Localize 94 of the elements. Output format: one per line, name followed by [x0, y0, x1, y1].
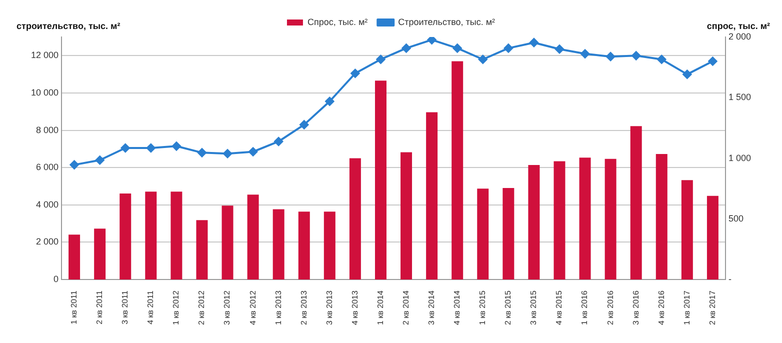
x-tick-label: 3 кв 2016	[631, 290, 640, 326]
x-tick-label: 3 кв 2012	[222, 290, 232, 326]
bar	[94, 228, 106, 280]
bar	[477, 188, 489, 280]
x-tick-label: 1 кв 2013	[274, 290, 283, 326]
x-tick-label: 2 кв 2015	[504, 290, 513, 326]
x-tick-label: 2 кв 2016	[606, 290, 615, 326]
bar	[298, 212, 310, 280]
y-tick-label: 12 000	[30, 50, 59, 60]
bar	[656, 154, 668, 280]
bar	[630, 126, 642, 280]
point	[274, 136, 284, 146]
point	[427, 37, 436, 44]
point	[120, 144, 130, 153]
point	[197, 148, 206, 158]
bar	[170, 192, 182, 280]
y2-tick-label: -	[728, 274, 732, 284]
point	[529, 38, 538, 48]
point	[402, 44, 411, 53]
x-tick-label: 4 кв 2011	[146, 290, 156, 324]
legend-label: Строительство, тыс. м²	[398, 16, 496, 27]
bar	[681, 180, 693, 280]
y-tick-label: 2 000	[36, 236, 59, 247]
x-tick-label: 3 кв 2013	[324, 290, 334, 326]
x-tick-label: 4 кв 2013	[350, 290, 360, 326]
bar	[349, 158, 361, 280]
y-tick-label: 8 000	[36, 124, 59, 135]
bar	[554, 161, 566, 280]
bar	[120, 193, 132, 280]
bar	[452, 61, 464, 280]
bar	[272, 209, 284, 280]
x-tick-label: 1 кв 2017	[682, 290, 692, 326]
point	[657, 54, 666, 64]
x-tick-label: 1 кв 2015	[478, 290, 488, 326]
bar	[222, 206, 234, 280]
bar	[426, 112, 438, 280]
bar	[502, 188, 514, 280]
point	[376, 54, 386, 64]
bar	[196, 220, 208, 280]
point	[350, 68, 360, 78]
x-tick-label: 2 кв 2013	[299, 290, 308, 326]
point	[708, 56, 718, 66]
x-tick-label: 2 кв 2014	[401, 290, 410, 326]
point	[606, 52, 616, 62]
point	[554, 44, 564, 54]
point	[325, 96, 334, 106]
point	[248, 147, 258, 156]
bar	[374, 80, 386, 280]
x-tick-label: 2 кв 2011	[95, 290, 104, 324]
bar	[400, 152, 412, 280]
y2-tick-label: 1 500	[728, 92, 752, 102]
x-tick-label: 3 кв 2015	[529, 290, 538, 326]
x-tick-label: 1 кв 2011	[70, 290, 78, 324]
bar	[528, 164, 540, 280]
point	[452, 44, 462, 53]
x-tick-label: 4 кв 2014	[452, 290, 462, 326]
y-axis-title: строительство, тыс. м²	[16, 20, 120, 31]
y2-tick-label: 500	[728, 213, 744, 224]
point	[300, 120, 309, 130]
bar	[579, 158, 591, 280]
x-tick-label: 2 кв 2012	[197, 290, 206, 326]
point	[632, 51, 641, 60]
y-tick-label: 10 000	[30, 87, 59, 98]
x-tick-label: 1 кв 2012	[172, 290, 181, 326]
x-tick-label: 4 кв 2015	[554, 290, 564, 326]
x-tick-label: 1 кв 2016	[580, 290, 590, 326]
bar	[706, 196, 718, 280]
x-tick-label: 4 кв 2012	[248, 290, 258, 326]
bar	[145, 192, 157, 280]
x-tick-label: 2 кв 2017	[708, 290, 717, 326]
point	[146, 144, 156, 153]
bar	[324, 212, 336, 280]
y-tick-label: 0	[54, 274, 59, 284]
y-tick-label: 4 000	[36, 199, 59, 210]
legend-label: Спрос, тыс. м²	[307, 16, 368, 27]
point	[95, 156, 104, 165]
x-tick-label: 3 кв 2011	[120, 290, 130, 324]
bar	[247, 194, 259, 280]
y-tick-label: 6 000	[36, 162, 59, 172]
point	[504, 44, 513, 53]
point	[70, 160, 79, 170]
point	[580, 49, 590, 58]
point	[682, 70, 692, 79]
point	[223, 149, 232, 158]
bar	[68, 234, 80, 280]
y2-axis-title: спрос, тыс. м²	[706, 20, 770, 31]
y2-tick-label: 2 000	[728, 31, 752, 42]
point	[478, 54, 488, 64]
point	[172, 142, 181, 151]
x-tick-label: 3 кв 2014	[427, 290, 436, 326]
y2-tick-label: 1 000	[728, 152, 752, 163]
x-tick-label: 1 кв 2014	[376, 290, 385, 326]
bar	[604, 158, 616, 280]
x-tick-label: 4 кв 2016	[656, 290, 666, 326]
